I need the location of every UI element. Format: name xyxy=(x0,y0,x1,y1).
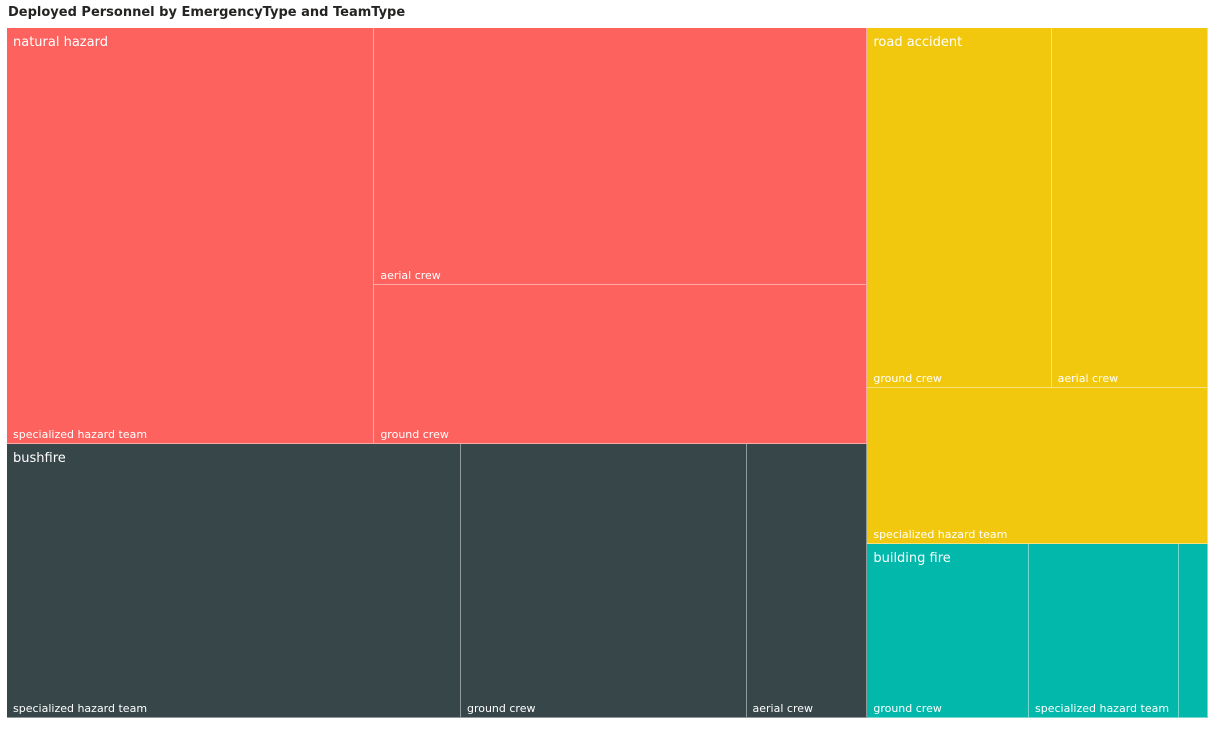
treemap-tile[interactable]: ground crew road accident xyxy=(867,28,1052,388)
treemap-tile[interactable]: ground crew xyxy=(374,284,868,444)
tile-label: aerial crew xyxy=(380,268,441,282)
treemap-tile[interactable]: ground crew xyxy=(460,443,747,718)
tile-label: ground crew xyxy=(873,371,942,385)
tile-label: ground crew xyxy=(380,427,449,441)
treemap-tile[interactable]: specialized hazard team xyxy=(867,387,1208,545)
group-label: road accident xyxy=(873,35,963,50)
tile-label: specialized hazard team xyxy=(873,528,1008,542)
group-label: building fire xyxy=(873,551,951,567)
tile-label: specialized hazard team xyxy=(13,701,148,715)
treemap-tile[interactable]: aerial crew xyxy=(1051,28,1208,388)
treemap-tile[interactable]: specialized hazard team xyxy=(1029,544,1180,718)
group-label: natural hazard xyxy=(13,35,108,50)
treemap-tile[interactable]: aerial crew xyxy=(746,443,868,718)
treemap-tile[interactable]: specialized hazard team bushfire xyxy=(7,443,461,718)
chart-title: Deployed Personnel by EmergencyType and … xyxy=(8,5,406,20)
tile-label: specialized hazard team xyxy=(13,427,148,441)
treemap-tile[interactable]: ground crew building fire xyxy=(867,544,1029,718)
tile-label: ground crew xyxy=(873,701,942,715)
treemap-tile[interactable] xyxy=(1179,544,1208,718)
tile-label: aerial crew xyxy=(1057,371,1119,385)
tile-label: specialized hazard team xyxy=(1035,701,1170,715)
tile-label: aerial crew xyxy=(752,701,814,715)
group-label: bushfire xyxy=(13,450,66,466)
treemap-tile[interactable]: aerial crew xyxy=(374,28,868,285)
tile-label: ground crew xyxy=(466,701,536,715)
treemap-tile[interactable]: specialized hazard team natural hazard xyxy=(7,28,375,444)
